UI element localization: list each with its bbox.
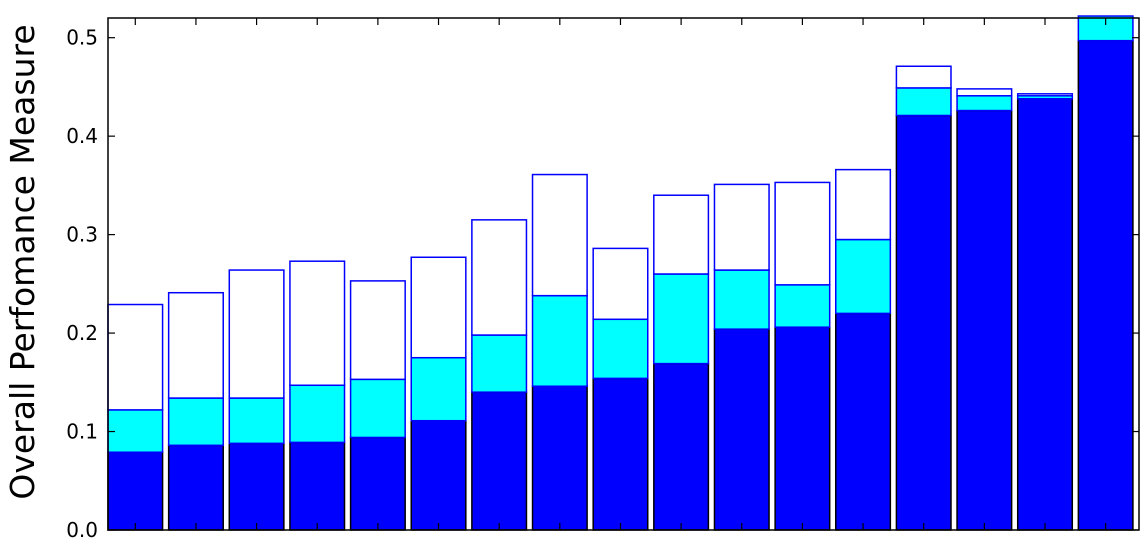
bar-segment-11-layer-2 <box>713 269 770 330</box>
y-tick-label: 0.3 <box>66 223 98 247</box>
bar-segment-15-layer-1 <box>956 109 1013 531</box>
bar-segment-8-layer-2 <box>531 294 588 387</box>
bar-segment-17-layer-1 <box>1077 39 1134 531</box>
bar-segment-13-layer-1 <box>835 312 892 531</box>
bar-segment-11-layer-3 <box>713 183 770 271</box>
bar-segment-2-layer-3 <box>167 291 224 399</box>
bar-segment-1-layer-1 <box>107 451 164 531</box>
bar-segment-9-layer-1 <box>592 377 649 531</box>
bar-segment-7-layer-3 <box>471 219 528 336</box>
bar-segment-2-layer-1 <box>167 444 224 531</box>
bar-segment-5-layer-2 <box>349 378 406 439</box>
y-tick-label: 0.0 <box>66 518 98 542</box>
bar-segment-12-layer-3 <box>774 181 831 286</box>
bar-segment-11-layer-1 <box>713 328 770 531</box>
bar-segment-4-layer-3 <box>289 260 346 387</box>
y-tick-label: 0.4 <box>66 124 98 148</box>
bar-segment-10-layer-3 <box>653 194 710 275</box>
bar-segment-16-layer-3 <box>1016 93 1074 97</box>
bars-layer <box>107 15 1134 531</box>
bar-segment-6-layer-1 <box>410 419 467 531</box>
bar-segment-5-layer-3 <box>349 280 406 381</box>
bar-segment-10-layer-1 <box>653 362 710 531</box>
bar-segment-7-layer-1 <box>471 391 528 531</box>
bar-segment-9-layer-2 <box>592 318 649 380</box>
y-tick-label: 0.5 <box>66 26 98 50</box>
bar-segment-10-layer-2 <box>653 273 710 365</box>
bar-segment-8-layer-3 <box>531 173 588 297</box>
bar-segment-1-layer-2 <box>107 409 164 453</box>
bar-segment-3-layer-1 <box>228 442 285 531</box>
bar-segment-17-layer-2 <box>1077 15 1134 42</box>
bar-segment-4-layer-1 <box>289 441 346 531</box>
bar-segment-6-layer-3 <box>410 256 467 359</box>
bar-segment-2-layer-2 <box>167 397 224 447</box>
bar-segment-12-layer-2 <box>774 284 831 328</box>
bar-segment-15-layer-3 <box>956 88 1013 97</box>
axes-layer: 0.0 0.1 0.2 0.3 0.4 0.5 <box>66 17 1140 542</box>
bar-segment-8-layer-1 <box>531 385 588 531</box>
bar-segment-5-layer-1 <box>349 436 406 531</box>
bar-segment-3-layer-3 <box>228 269 285 399</box>
bar-segment-13-layer-3 <box>835 168 892 241</box>
y-tick-label: 0.1 <box>66 420 98 444</box>
bar-segment-3-layer-2 <box>228 397 285 445</box>
bar-segment-12-layer-1 <box>774 326 831 531</box>
plot-frame <box>107 17 1140 531</box>
bar-segment-6-layer-2 <box>410 356 467 422</box>
bar-segment-16-layer-1 <box>1016 97 1074 531</box>
bar-segment-14-layer-3 <box>895 65 952 89</box>
bar-segment-14-layer-2 <box>895 87 952 117</box>
bar-segment-7-layer-2 <box>471 334 528 393</box>
bar-segment-13-layer-2 <box>835 238 892 315</box>
y-tick-label: 0.2 <box>66 321 98 345</box>
bar-segment-9-layer-3 <box>592 247 649 321</box>
y-axis-label: Overall Perfomance Measure <box>3 24 42 499</box>
bar-segment-1-layer-3 <box>107 303 164 411</box>
bar-segment-15-layer-2 <box>956 95 1013 112</box>
bar-segment-14-layer-1 <box>895 114 952 531</box>
bar-segment-4-layer-2 <box>289 384 346 444</box>
